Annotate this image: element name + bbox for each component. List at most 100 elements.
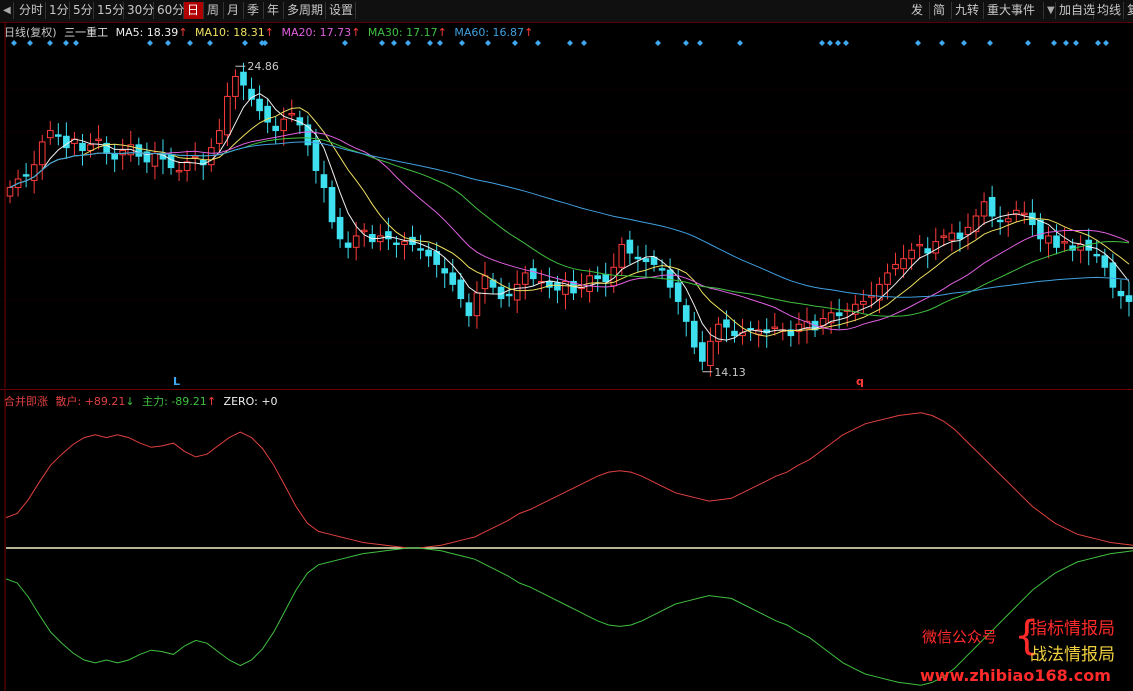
period-tab-4[interactable]: 30分: [124, 2, 154, 19]
down-arrow-icon: ↓: [125, 395, 135, 408]
candle-body: [304, 124, 312, 146]
candle-body: [924, 248, 932, 254]
candle-body: [240, 71, 247, 86]
up-arrow-icon: ↑: [178, 26, 188, 39]
candle-body: [87, 144, 94, 152]
candle-body: [634, 256, 642, 260]
indicator-chart[interactable]: [0, 390, 1133, 691]
candle-body: [554, 282, 561, 291]
signal-diamond-icon: [827, 40, 833, 46]
candle-body: [280, 118, 288, 132]
main-force-line: [5, 547, 1133, 686]
signal-diamond-icon: [379, 40, 385, 46]
candle-body: [1061, 241, 1068, 244]
watermark-brace: {: [1014, 613, 1040, 659]
candle-body: [175, 169, 183, 173]
candle-body: [723, 319, 730, 328]
candle-body: [1101, 255, 1109, 268]
period-tab-11[interactable]: 多周期: [284, 2, 326, 19]
signal-diamond-icon: [987, 40, 993, 46]
period-tab-12[interactable]: 设置: [326, 2, 356, 19]
period-tab-8[interactable]: 月: [224, 2, 244, 19]
candle-body: [111, 152, 118, 160]
candle-body: [674, 282, 682, 302]
right-extra-2[interactable]: 复: [1124, 2, 1133, 19]
candle-body: [546, 280, 553, 288]
period-tab-10[interactable]: 年: [264, 2, 284, 19]
period-tab-1[interactable]: 1分: [46, 2, 70, 19]
back-arrow-icon[interactable]: ◀: [0, 2, 14, 19]
candle-body: [876, 283, 883, 301]
candle-body: [385, 231, 392, 240]
candle-body: [288, 112, 296, 116]
signal-diamond-icon: [535, 40, 541, 46]
zero-value: ZERO: +0: [223, 395, 278, 408]
chart-mode-label: 日线(复权): [4, 26, 57, 39]
up-arrow-icon: ↑: [437, 26, 447, 39]
candle-body: [328, 187, 336, 223]
period-tab-0[interactable]: 分时: [16, 2, 46, 19]
candle-body: [401, 241, 408, 245]
right-extra-0[interactable]: 加自选: [1056, 2, 1095, 19]
candle-body: [1037, 219, 1044, 240]
candle-body: [352, 235, 360, 248]
candle-body: [6, 187, 14, 197]
signal-diamond-icon: [47, 40, 53, 46]
ma5-line: [9, 93, 1130, 341]
retail-line: [5, 412, 1133, 549]
signal-diamond-icon: [697, 40, 703, 46]
period-tab-5[interactable]: 60分: [154, 2, 184, 19]
signal-diamond-icon: [27, 40, 33, 46]
candle-body: [996, 219, 1004, 223]
candle-body: [38, 141, 46, 166]
watermark-name-1: 指标情报局: [1030, 619, 1115, 639]
period-tab-3[interactable]: 15分: [94, 2, 124, 19]
signal-diamond-icon: [939, 40, 945, 46]
signal-diamond-icon: [11, 40, 17, 46]
candle-body: [1093, 253, 1101, 257]
candle-body: [320, 174, 328, 189]
up-arrow-icon: ↑: [206, 395, 217, 408]
candle-body: [505, 293, 513, 297]
signal-diamond-icon: [242, 40, 248, 46]
period-tab-7[interactable]: 周: [204, 2, 224, 19]
period-tab-6[interactable]: 日: [184, 2, 204, 19]
candle-body: [908, 249, 915, 260]
candle-body: [803, 320, 811, 329]
signal-diamond-icon: [405, 40, 411, 46]
candle-body: [256, 98, 263, 112]
ma5-value: MA5: 18.39: [115, 26, 179, 39]
signal-diamond-icon: [655, 40, 661, 46]
right-tool-3[interactable]: 重大事件: [984, 2, 1044, 19]
candle-body: [884, 272, 891, 285]
candle-body: [892, 263, 899, 270]
candle-body: [988, 196, 996, 217]
right-tool-1[interactable]: 简: [930, 2, 952, 19]
candle-body: [167, 154, 175, 169]
dropdown-icon[interactable]: ▼: [1044, 2, 1056, 19]
indicator-panel[interactable]: 合并即涨 散户: +89.21↓ 主力: -89.21↑ ZERO: +0: [0, 389, 1133, 691]
ma20-value: MA20: 17.73: [281, 26, 352, 39]
candle-body: [513, 283, 521, 301]
up-arrow-icon: ↑: [264, 26, 274, 39]
right-tool-0[interactable]: 发: [908, 2, 930, 19]
indicator-name: 合并即涨: [4, 395, 48, 408]
candle-body: [360, 229, 368, 233]
candle-body: [715, 323, 722, 342]
signal-diamond-icon: [1051, 40, 1057, 46]
ma30-line: [9, 137, 1130, 317]
candle-body: [795, 323, 803, 332]
candle-body: [964, 226, 972, 236]
right-extra-1[interactable]: 均线: [1094, 2, 1124, 19]
candle-body: [690, 320, 698, 348]
candle-body: [755, 329, 762, 335]
candle-body: [393, 242, 400, 245]
kline-chart[interactable]: 24.86 14.13 L q: [0, 22, 1133, 388]
candle-body: [151, 152, 159, 167]
right-tool-2[interactable]: 九转: [952, 2, 984, 19]
period-tab-2[interactable]: 5分: [70, 2, 94, 19]
period-tab-9[interactable]: 季: [244, 2, 264, 19]
signal-diamond-icon: [262, 40, 268, 46]
up-arrow-icon: ↑: [524, 26, 534, 39]
